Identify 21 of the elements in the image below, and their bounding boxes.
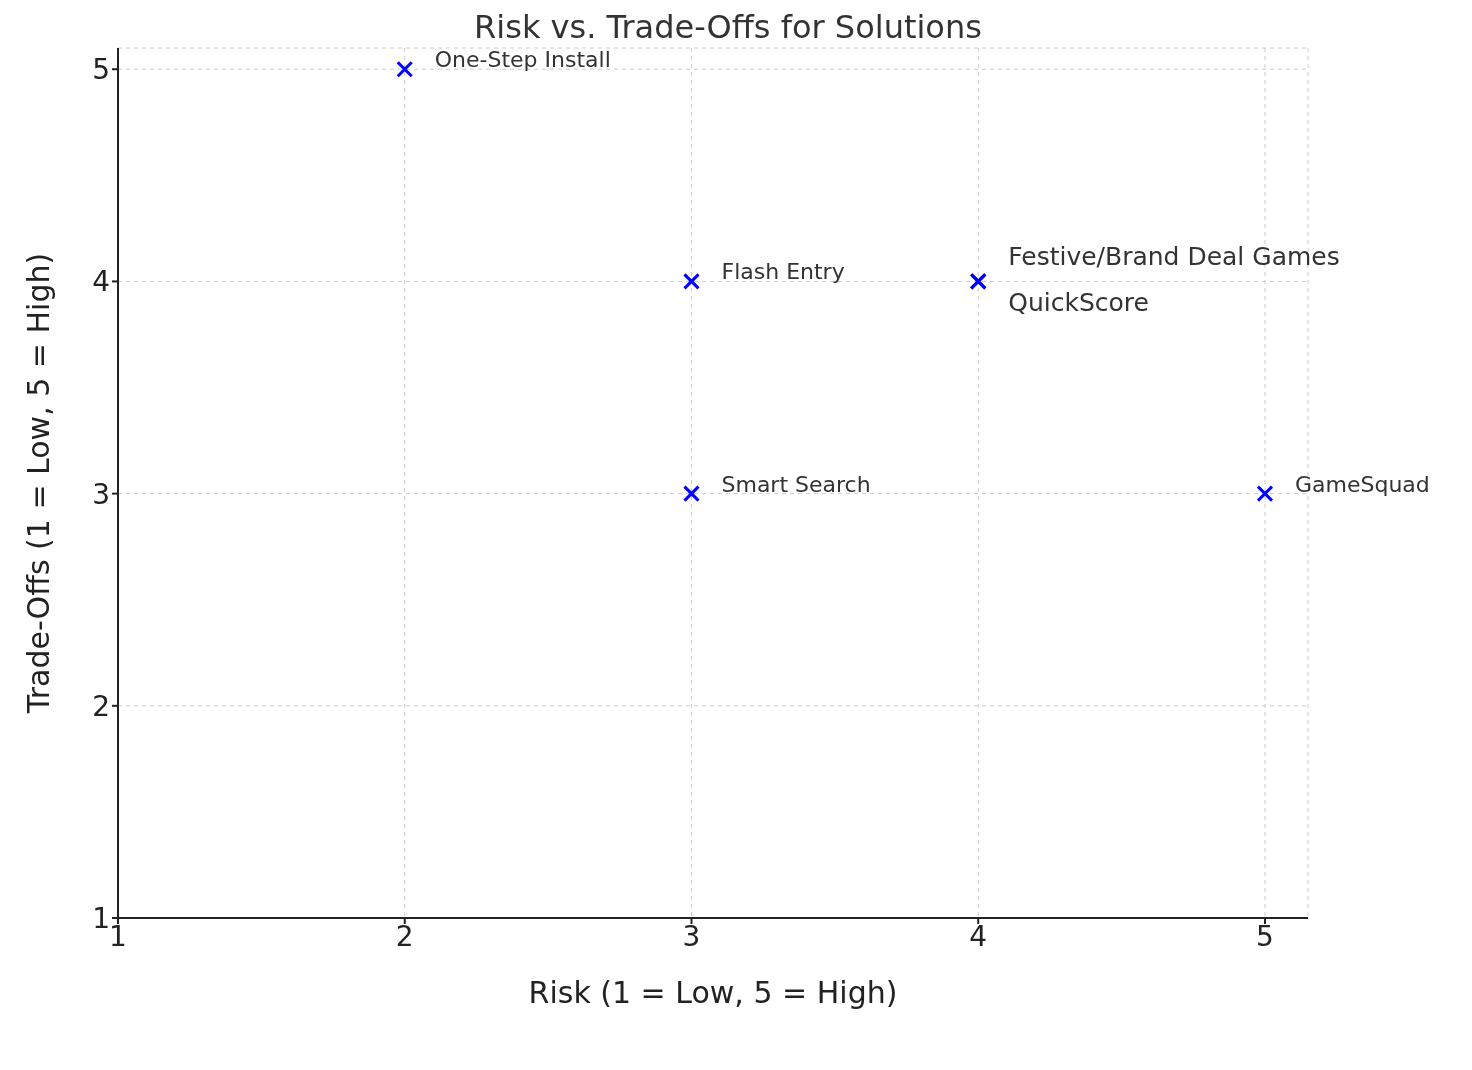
- annotation: Flash Entry: [721, 259, 845, 285]
- point: [682, 485, 700, 503]
- annotation: QuickScore: [1008, 288, 1149, 318]
- annotation: One-Step Install: [434, 47, 611, 73]
- chart-title: Risk vs. Trade-Offs for Solutions: [474, 8, 982, 46]
- y-tick-label: 2: [92, 689, 110, 723]
- y-tick-label: 3: [92, 477, 110, 511]
- point: [396, 60, 414, 78]
- x-tick-label: 5: [1256, 919, 1274, 953]
- annotation: Smart Search: [721, 471, 871, 497]
- x-axis-title: Risk (1 = Low, 5 = High): [528, 975, 898, 1010]
- annotation: GameSquad: [1294, 471, 1430, 497]
- x-tick-label: 2: [395, 919, 414, 953]
- y-axis-title: Trade-Offs (1 = Low, 5 = High): [20, 252, 56, 715]
- y-tick-label: 5: [92, 53, 110, 87]
- point: [1256, 485, 1274, 503]
- x-tick-label: 3: [682, 919, 701, 953]
- point: [682, 272, 700, 290]
- y-tick-label: 4: [92, 265, 110, 299]
- annotation: Festive/Brand Deal Games: [1008, 242, 1340, 272]
- x-tick-label: 4: [969, 919, 988, 953]
